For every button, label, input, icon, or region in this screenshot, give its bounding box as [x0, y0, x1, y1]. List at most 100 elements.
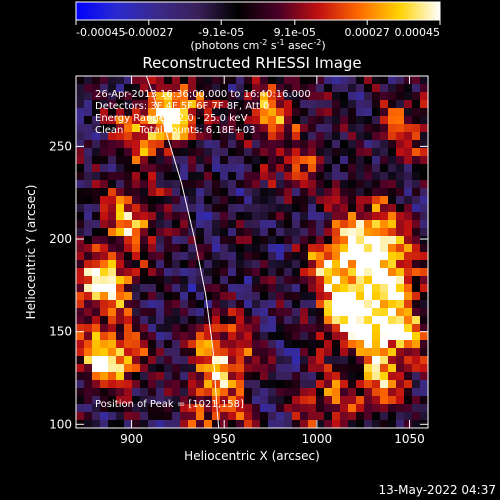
heatmap-cell — [204, 76, 213, 85]
heatmap-cell — [300, 124, 309, 133]
heatmap-cell — [236, 420, 245, 428]
heatmap-cell — [372, 300, 381, 309]
heatmap-cell — [156, 308, 165, 317]
heatmap-cell — [156, 196, 165, 205]
heatmap-cell — [228, 388, 237, 397]
heatmap-cell — [404, 172, 413, 181]
heatmap-cell — [148, 340, 157, 349]
heatmap-cell — [308, 364, 317, 373]
heatmap-cell — [276, 172, 285, 181]
heatmap-cell — [172, 188, 181, 197]
heatmap-cell — [124, 316, 133, 325]
heatmap-cell — [148, 236, 157, 245]
heatmap-cell — [260, 324, 269, 333]
heatmap-cell — [108, 404, 117, 413]
heatmap-cell — [100, 332, 109, 341]
heatmap-cell — [124, 116, 133, 125]
heatmap-cell — [316, 332, 325, 341]
heatmap-cell — [244, 260, 253, 269]
heatmap-cell — [228, 140, 237, 149]
heatmap-cell — [188, 180, 197, 189]
heatmap-cell — [84, 124, 93, 133]
heatmap-cell — [220, 268, 229, 277]
heatmap-cell — [108, 108, 117, 117]
heatmap-cell — [148, 116, 157, 125]
heatmap-cell — [284, 380, 293, 389]
heatmap-cell — [412, 140, 421, 149]
heatmap-cell — [356, 268, 365, 277]
heatmap-cell — [204, 212, 213, 221]
heatmap-cell — [324, 260, 333, 269]
heatmap-cell — [92, 316, 101, 325]
heatmap-cell — [404, 316, 413, 325]
heatmap-cell — [92, 204, 101, 213]
heatmap-cell — [260, 340, 269, 349]
heatmap-cell — [316, 220, 325, 229]
heatmap-cell — [220, 396, 229, 405]
heatmap-cell — [204, 244, 213, 253]
heatmap-cell — [260, 236, 269, 245]
heatmap-cell — [284, 404, 293, 413]
heatmap-cell — [420, 172, 428, 181]
heatmap-cell — [300, 108, 309, 117]
x-tick-label: 1050 — [394, 432, 425, 446]
heatmap-cell — [388, 76, 397, 85]
heatmap-cell — [84, 84, 93, 93]
heatmap-cell — [292, 212, 301, 221]
heatmap-cell — [108, 84, 117, 93]
heatmap-cell — [92, 276, 101, 285]
heatmap-cell — [348, 372, 357, 381]
heatmap-cell — [412, 380, 421, 389]
heatmap-cell — [420, 324, 428, 333]
heatmap-cell — [412, 308, 421, 317]
heatmap-cell — [380, 324, 389, 333]
heatmap-cell — [396, 92, 405, 101]
heatmap-cell — [172, 236, 181, 245]
heatmap-cell — [404, 76, 413, 85]
heatmap-cell — [372, 260, 381, 269]
heatmap-cell — [188, 276, 197, 285]
heatmap-cell — [196, 340, 205, 349]
heatmap-cell — [404, 340, 413, 349]
heatmap-cell — [212, 332, 221, 341]
heatmap-cell — [196, 388, 205, 397]
heatmap-cell — [364, 276, 373, 285]
heatmap-cell — [284, 340, 293, 349]
heatmap-cell — [84, 140, 93, 149]
heatmap-cell — [108, 292, 117, 301]
heatmap-cell — [244, 196, 253, 205]
heatmap-cell — [180, 156, 189, 165]
heatmap-cell — [108, 340, 117, 349]
heatmap-cell — [252, 268, 261, 277]
heatmap-cell — [380, 164, 389, 173]
heatmap-cell — [316, 172, 325, 181]
heatmap-cell — [316, 412, 325, 421]
heatmap-cell — [340, 348, 349, 357]
heatmap-cell — [396, 84, 405, 93]
heatmap-cell — [76, 268, 85, 277]
heatmap-cell — [348, 76, 357, 85]
heatmap-cell — [260, 244, 269, 253]
heatmap-cell — [332, 228, 341, 237]
heatmap-cell — [164, 212, 173, 221]
heatmap-cell — [364, 292, 373, 301]
heatmap-cell — [292, 260, 301, 269]
heatmap-cell — [108, 356, 117, 365]
heatmap-cell — [156, 188, 165, 197]
heatmap-cell — [92, 212, 101, 221]
heatmap-cell — [140, 340, 149, 349]
heatmap-cell — [172, 212, 181, 221]
heatmap-cell — [108, 92, 117, 101]
heatmap-cell — [308, 116, 317, 125]
heatmap-cell — [284, 108, 293, 117]
heatmap-cell — [356, 364, 365, 373]
heatmap-cell — [172, 132, 181, 141]
heatmap-cell — [108, 300, 117, 309]
heatmap-cell — [84, 388, 93, 397]
heatmap-cell — [244, 388, 253, 397]
heatmap-cell — [212, 380, 221, 389]
heatmap-cell — [116, 172, 125, 181]
heatmap-cell — [332, 100, 341, 109]
heatmap-cell — [116, 180, 125, 189]
heatmap-cell — [124, 188, 133, 197]
